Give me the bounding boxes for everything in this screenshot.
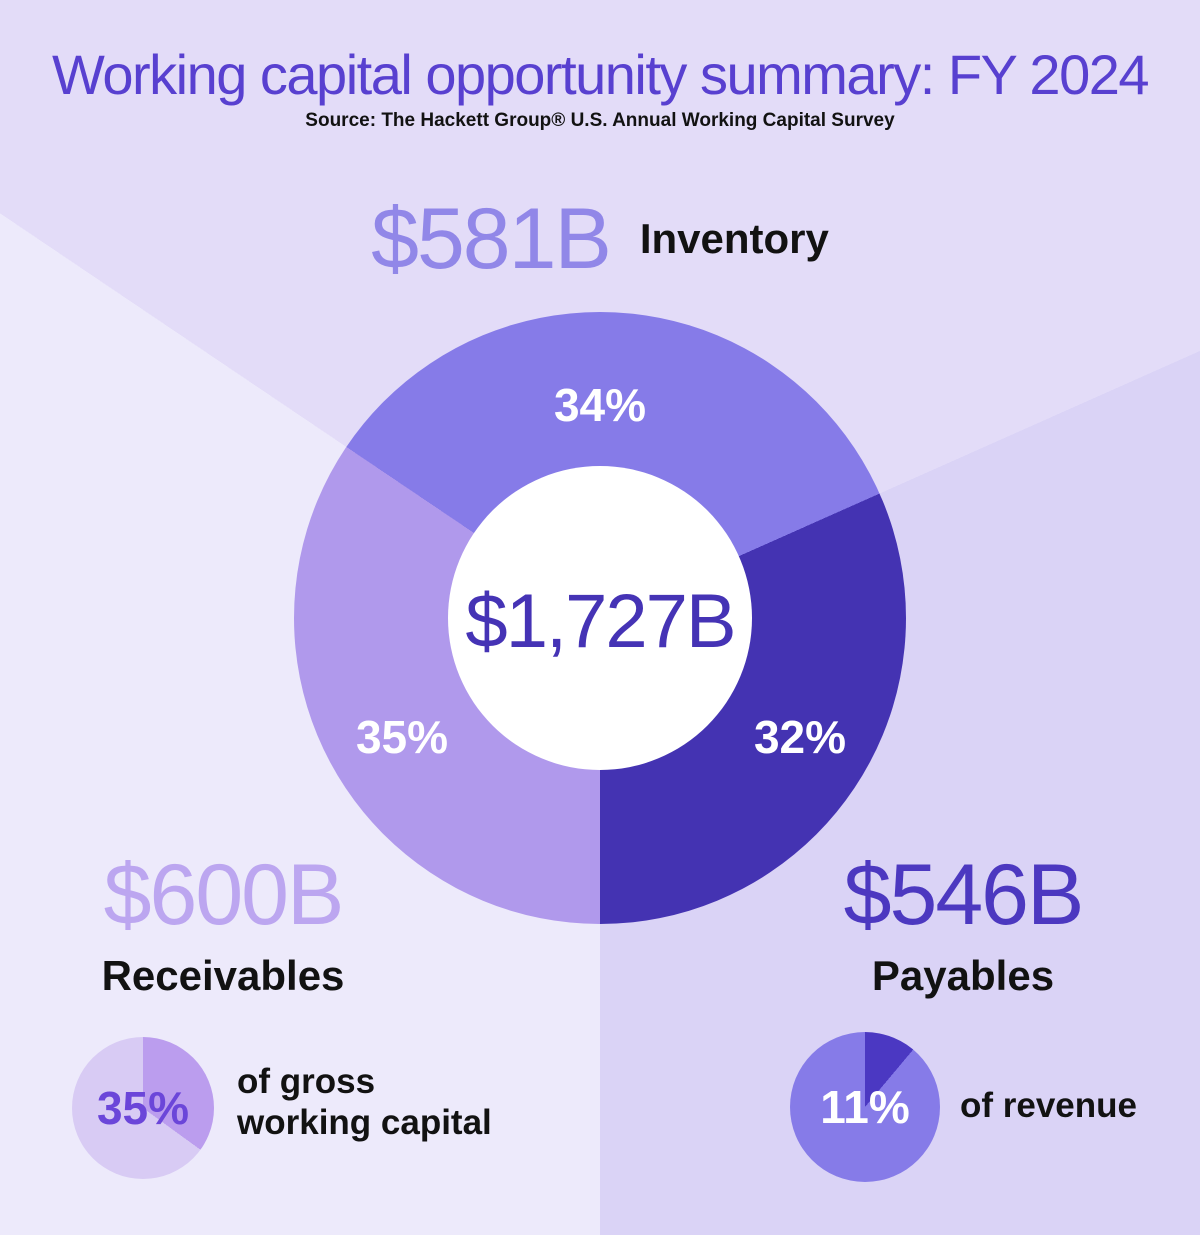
- receivables-label: Receivables: [101, 952, 345, 999]
- inventory-percent-label: 34%: [553, 379, 647, 431]
- gross-working-capital-caption-line2: working capital: [237, 1102, 492, 1142]
- receivables-percent-label: 35%: [355, 711, 449, 763]
- source-attribution: Source: The Hackett Group® U.S. Annual W…: [305, 110, 895, 131]
- payables-amount: $546B: [843, 847, 1085, 943]
- gross-working-capital-caption: of gross working capital: [237, 1062, 492, 1144]
- working-capital-donut-chart: 34% 35% 32% $1,727B: [294, 312, 906, 924]
- revenue-percent-label: 11%: [820, 1081, 910, 1133]
- payables-callout: $546B Payables: [780, 852, 1146, 1000]
- gross-working-capital-caption-line1: of gross: [237, 1062, 376, 1101]
- donut-center-circle: $1,727B: [448, 466, 752, 770]
- gross-working-capital-mini-pie: 35%: [72, 1037, 214, 1179]
- inventory-callout: $581B Inventory: [0, 196, 1200, 282]
- receivables-amount: $600B: [103, 847, 345, 943]
- revenue-caption: of revenue: [960, 1086, 1137, 1125]
- receivables-callout: $600B Receivables: [40, 852, 406, 1000]
- gross-working-capital-percent-label: 35%: [96, 1082, 190, 1134]
- payables-label: Payables: [871, 952, 1055, 999]
- total-working-capital-value: $1,727B: [465, 579, 736, 664]
- payables-percent-label: 32%: [753, 711, 847, 763]
- page-title: Working capital opportunity summary: FY …: [51, 43, 1150, 106]
- inventory-label: Inventory: [639, 215, 829, 262]
- inventory-amount: $581B: [371, 191, 612, 287]
- revenue-mini-pie: 11%: [790, 1032, 940, 1182]
